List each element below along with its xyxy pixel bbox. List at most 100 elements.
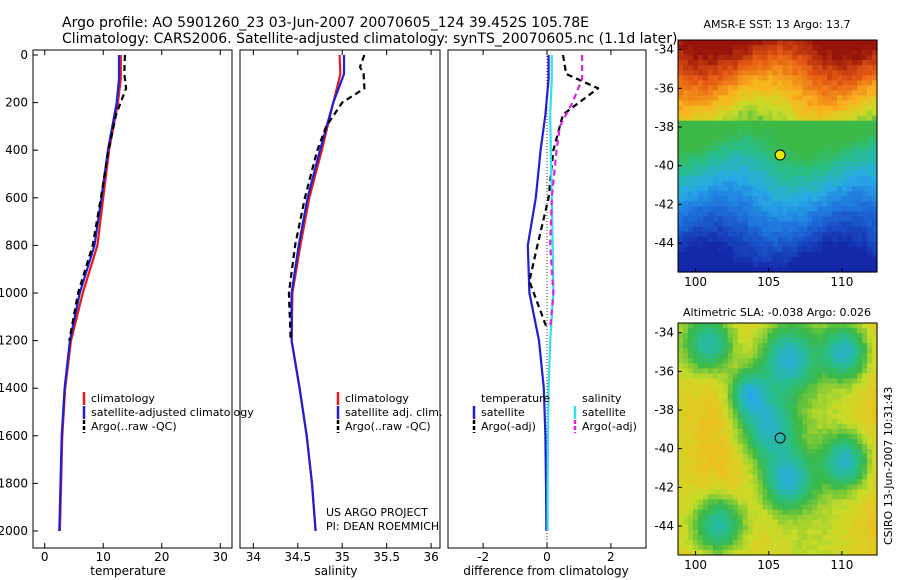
map-cell — [717, 474, 724, 480]
map-cell — [697, 433, 704, 440]
map-cell — [712, 519, 719, 526]
map-cell — [767, 110, 774, 117]
map-cell — [787, 428, 794, 435]
map-cell — [717, 201, 724, 208]
map-cell — [742, 353, 749, 359]
map-cell — [872, 544, 878, 551]
map-cell — [727, 206, 734, 213]
map-cell — [872, 125, 878, 132]
map-cell — [678, 343, 684, 349]
map-cell — [752, 408, 759, 415]
map-cell — [842, 449, 848, 455]
map-cell — [847, 408, 853, 415]
map-cell — [837, 161, 843, 167]
map-cell — [717, 266, 724, 273]
map-cell — [692, 40, 699, 46]
map-cell — [697, 328, 704, 334]
map-cell — [802, 413, 808, 420]
map-cell — [817, 256, 823, 263]
map-cell — [712, 70, 719, 76]
map-cell — [772, 373, 779, 380]
map-cell — [812, 549, 818, 556]
map-cell — [742, 221, 749, 228]
map-cell — [767, 186, 774, 192]
map-cell — [867, 206, 873, 213]
map-cell — [747, 110, 754, 117]
map-cell — [692, 524, 699, 531]
map-cell — [782, 120, 789, 127]
map-cell — [752, 266, 759, 273]
map-cell — [727, 403, 734, 410]
map-cell — [857, 186, 863, 192]
map-cell — [772, 196, 779, 202]
map-cell — [862, 549, 868, 556]
map-cell — [717, 328, 724, 334]
map-cell — [678, 161, 684, 167]
map-cell — [777, 266, 784, 273]
map-cell — [792, 261, 798, 268]
map-cell — [757, 454, 764, 460]
map-cell — [752, 459, 759, 465]
map-cell — [832, 216, 838, 223]
map-cell — [712, 494, 719, 501]
map-cell — [702, 353, 709, 359]
map-cell — [777, 489, 784, 496]
map-cell — [697, 358, 704, 364]
map-cell — [742, 176, 749, 182]
map-cell — [842, 266, 848, 273]
map-cell — [817, 201, 823, 208]
map-cell — [678, 524, 684, 531]
map-cell — [822, 373, 828, 380]
map-cell — [702, 418, 709, 425]
map-cell — [752, 241, 759, 248]
map-cell — [757, 499, 764, 506]
map-cell — [732, 231, 739, 238]
map-cell — [807, 408, 813, 415]
map-cell — [792, 333, 798, 339]
map-cell — [732, 130, 739, 137]
map-cell — [842, 231, 848, 238]
map-cell — [857, 338, 863, 344]
map-cell — [697, 120, 704, 127]
map-cell — [767, 529, 774, 536]
map-cell — [722, 90, 729, 97]
map-cell — [782, 256, 789, 263]
map-cell — [847, 454, 853, 460]
map-cell — [787, 70, 794, 76]
map-cell — [687, 529, 694, 536]
map-cell — [772, 549, 779, 556]
map-cell — [812, 191, 818, 197]
map-cell — [787, 539, 794, 546]
map-cell — [867, 221, 873, 228]
map-cell — [847, 388, 853, 395]
map-cell — [732, 368, 739, 375]
map-cell — [827, 211, 833, 218]
map-cell — [777, 120, 784, 127]
map-cell — [678, 60, 684, 66]
map-cell — [792, 373, 798, 380]
map-cell — [797, 55, 803, 61]
map-cell — [707, 90, 714, 97]
legend-label-climatology: climatology — [91, 392, 155, 405]
map-cell — [832, 363, 838, 369]
map-cell — [737, 474, 744, 480]
map-cell — [762, 363, 769, 369]
map-cell — [837, 433, 843, 440]
map-cell — [857, 206, 863, 213]
map-cell — [787, 444, 794, 450]
map-cell — [857, 140, 863, 147]
map-cell — [702, 504, 709, 511]
map-cell — [762, 70, 769, 76]
map-cell — [772, 393, 779, 400]
map-cell — [797, 348, 803, 354]
map-cell — [678, 166, 684, 172]
map-cell — [847, 439, 853, 445]
map-cell — [827, 65, 833, 71]
map-cell — [797, 519, 803, 526]
map-cell — [722, 428, 729, 435]
map-cell — [862, 135, 868, 142]
map-cell — [852, 539, 858, 546]
map-cell — [682, 519, 689, 526]
map-cell — [862, 256, 868, 263]
map-cell — [687, 266, 694, 273]
